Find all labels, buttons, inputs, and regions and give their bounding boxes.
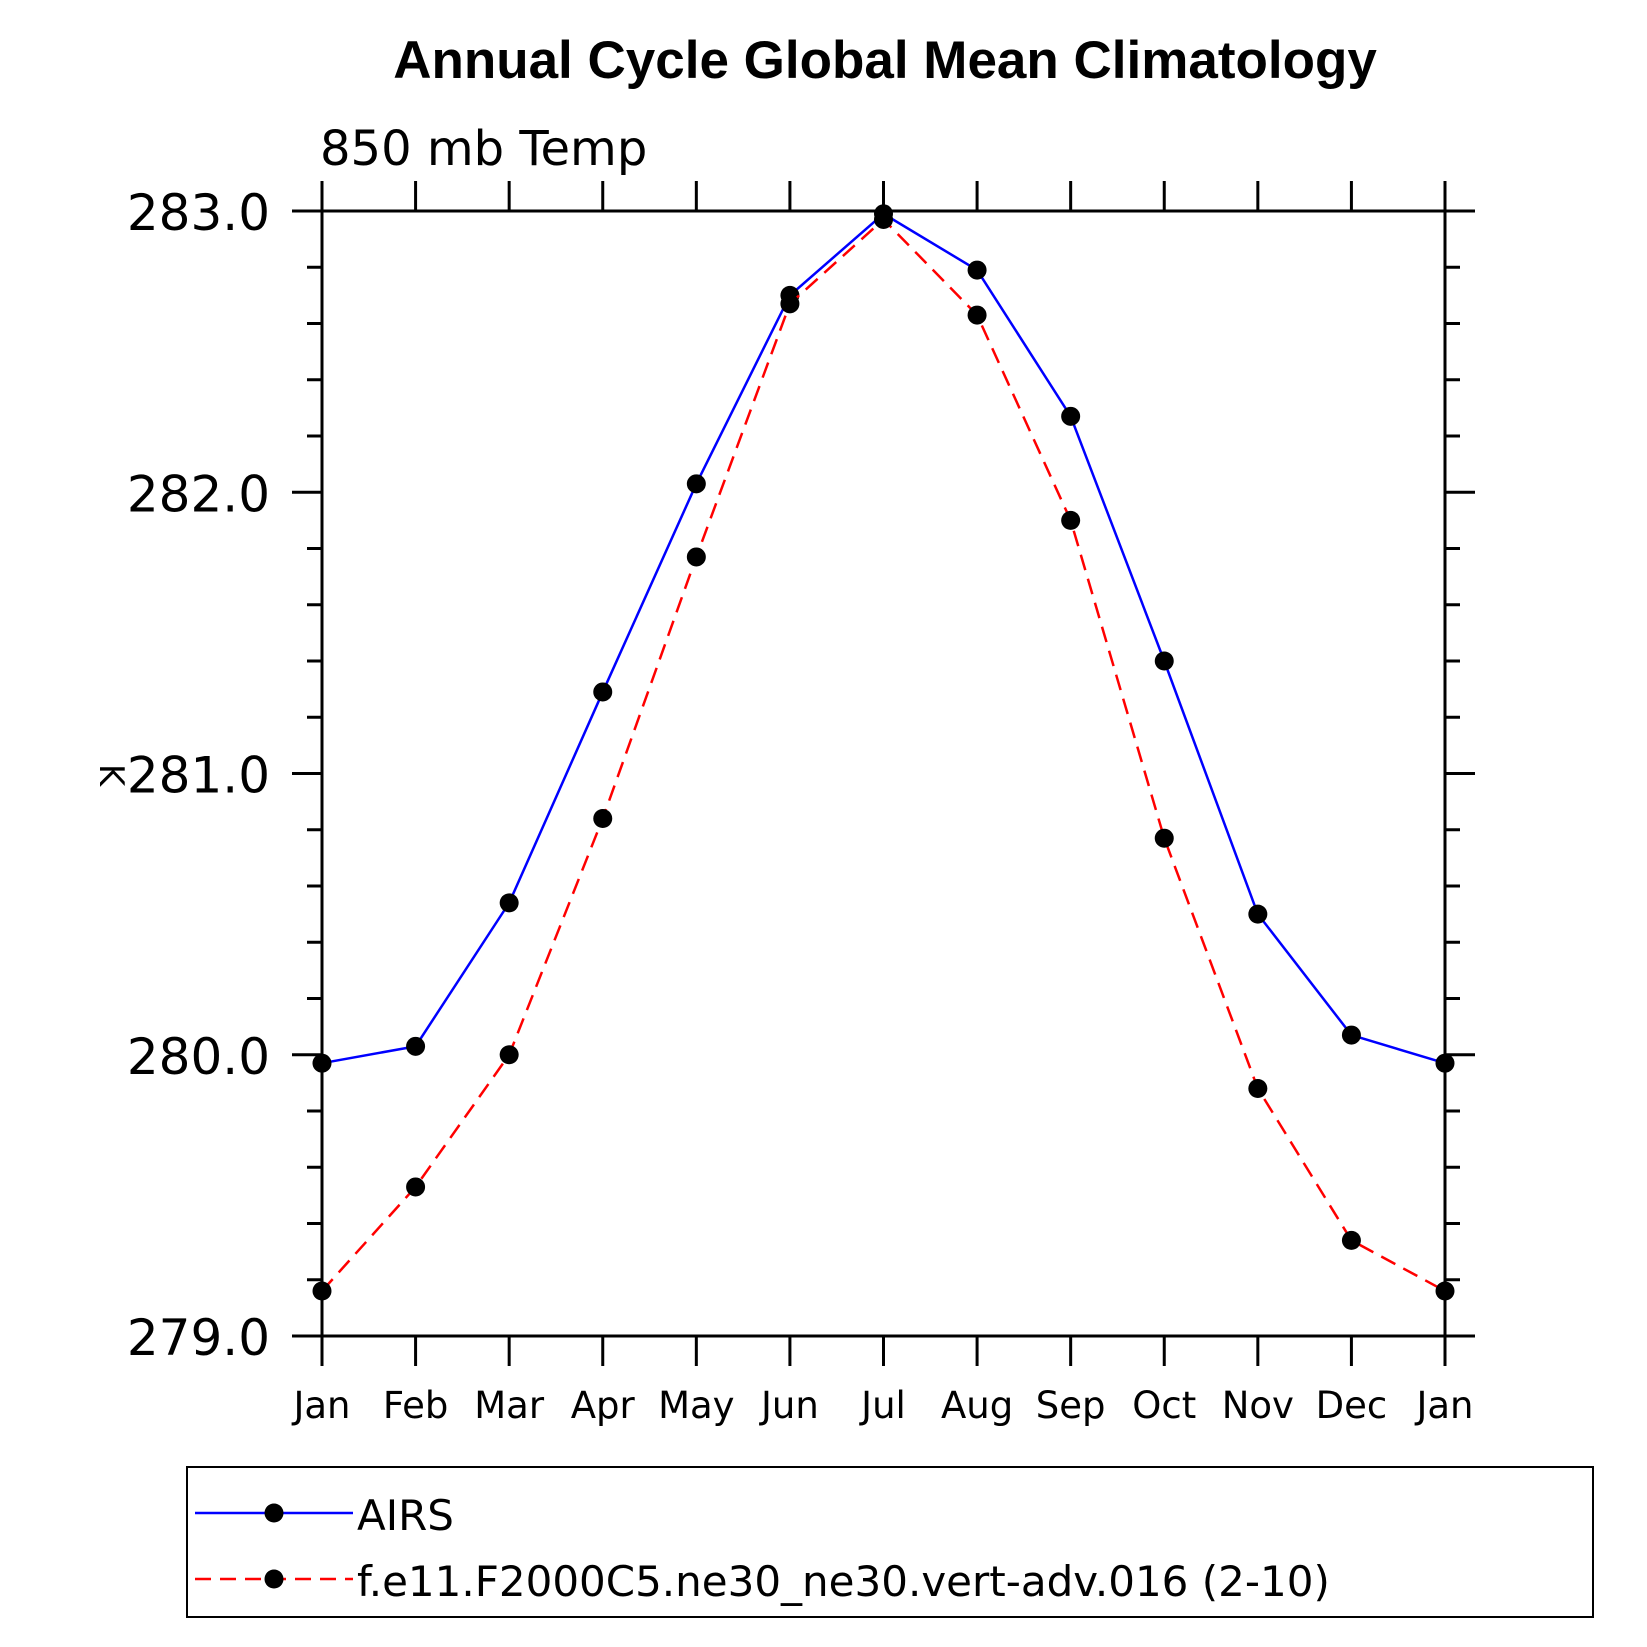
chart-subtitle: 850 mb Temp: [320, 121, 647, 177]
x-tick-label: Jan: [1414, 1384, 1473, 1427]
data-point: [1061, 510, 1081, 530]
x-tick-label: Dec: [1316, 1384, 1388, 1427]
data-point: [1154, 828, 1174, 848]
x-tick-label: Feb: [383, 1384, 449, 1427]
data-point: [1341, 1230, 1361, 1250]
data-point: [593, 682, 613, 702]
data-point: [406, 1036, 426, 1056]
legend: AIRS f.e11.F2000C5.ne30_ne30.vert-adv.016…: [186, 1466, 1594, 1618]
legend-box: [186, 1466, 1594, 1618]
y-axis-label: K: [91, 764, 131, 788]
plot-axes: Jan Feb Mar Apr May Jun Jul Aug Sep Oct Nov Dec Jan 2…: [127, 181, 1475, 1427]
data-point: [1248, 904, 1268, 924]
legend-label: f.e11.F2000C5.ne30_ne30.vert-adv.016 (2-…: [357, 1557, 1330, 1606]
x-tick-label: Jan: [291, 1384, 350, 1427]
x-tick-label: Aug: [941, 1384, 1013, 1427]
data-point: [967, 260, 987, 280]
x-tick-label: Oct: [1132, 1384, 1196, 1427]
y-tick-label: 280.0: [127, 1028, 270, 1086]
x-tick-label: Jul: [859, 1384, 906, 1427]
series-line-1: [321, 217, 1446, 1293]
x-tick-label: Jun: [759, 1384, 819, 1427]
legend-marker: [264, 1503, 284, 1523]
plot-frame: [320, 209, 1447, 1338]
data-point: [1435, 1281, 1455, 1301]
y-tick-label: 279.0: [127, 1309, 270, 1367]
data-point: [874, 209, 893, 229]
data-point: [499, 1045, 519, 1065]
x-tick-label: May: [658, 1384, 735, 1427]
data-point: [499, 893, 519, 913]
series-line-0: [321, 212, 1446, 1065]
data-point: [686, 547, 706, 567]
legend-label: AIRS: [357, 1491, 454, 1540]
data-point: [1435, 1053, 1455, 1073]
data-point: [1154, 651, 1174, 671]
data-point: [312, 1053, 332, 1073]
y-tick-label: 281.0: [127, 747, 270, 805]
series-layer: [312, 204, 1455, 1301]
x-tick-label: Mar: [474, 1384, 545, 1427]
x-tick-label: Sep: [1036, 1384, 1106, 1427]
data-point: [593, 809, 613, 828]
chart-title: Annual Cycle Global Mean Climatology: [393, 31, 1377, 90]
data-point: [967, 305, 987, 325]
x-tick-label: Nov: [1222, 1384, 1294, 1427]
x-tick-label: Apr: [571, 1384, 636, 1427]
data-point: [780, 294, 800, 314]
y-tick-label: 282.0: [127, 465, 270, 523]
data-point: [1341, 1025, 1361, 1045]
y-tick-label: 283.0: [127, 184, 270, 242]
data-point: [406, 1177, 426, 1197]
legend-marker: [264, 1569, 284, 1589]
data-point: [1248, 1079, 1268, 1098]
data-point: [312, 1281, 332, 1301]
data-point: [1061, 406, 1081, 426]
data-point: [686, 474, 706, 494]
